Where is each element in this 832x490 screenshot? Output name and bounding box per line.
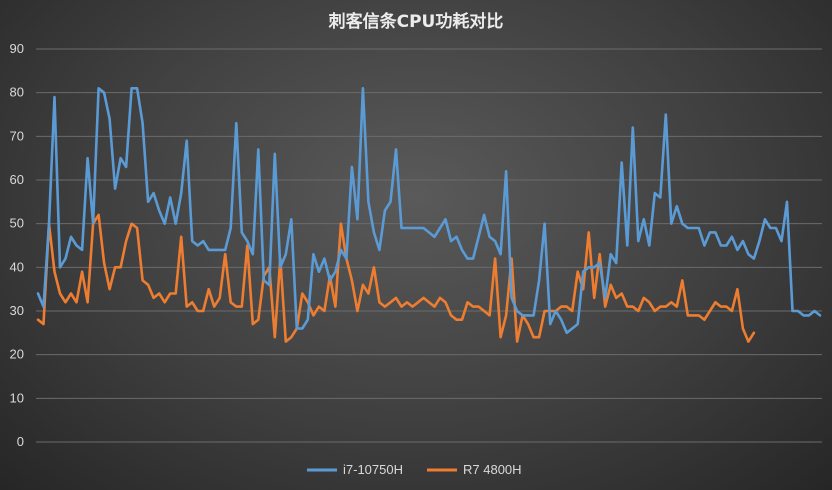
series-lines xyxy=(36,87,822,343)
y-tick-label: 20 xyxy=(10,347,24,362)
y-tick-label: 40 xyxy=(10,259,24,274)
y-tick-label: 0 xyxy=(17,434,24,449)
legend: i7-10750H R7 4800H xyxy=(307,462,522,477)
y-tick-label: 60 xyxy=(10,172,24,187)
legend-label-r7: R7 4800H xyxy=(463,462,522,477)
chart-title: 刺客信条CPU功耗对比 xyxy=(329,11,504,32)
series-line-r7 xyxy=(36,213,756,343)
series-line-i7 xyxy=(36,87,822,335)
legend-label-i7: i7-10750H xyxy=(343,462,403,477)
gridlines xyxy=(36,48,822,443)
y-tick-label: 80 xyxy=(10,85,24,100)
y-tick-label: 70 xyxy=(10,128,24,143)
y-tick-label: 10 xyxy=(10,390,24,405)
y-axis-ticks: 0 10 20 30 40 50 60 70 80 90 xyxy=(10,41,24,449)
y-tick-label: 50 xyxy=(10,216,24,231)
y-tick-label: 90 xyxy=(10,41,24,56)
y-tick-label: 30 xyxy=(10,303,24,318)
